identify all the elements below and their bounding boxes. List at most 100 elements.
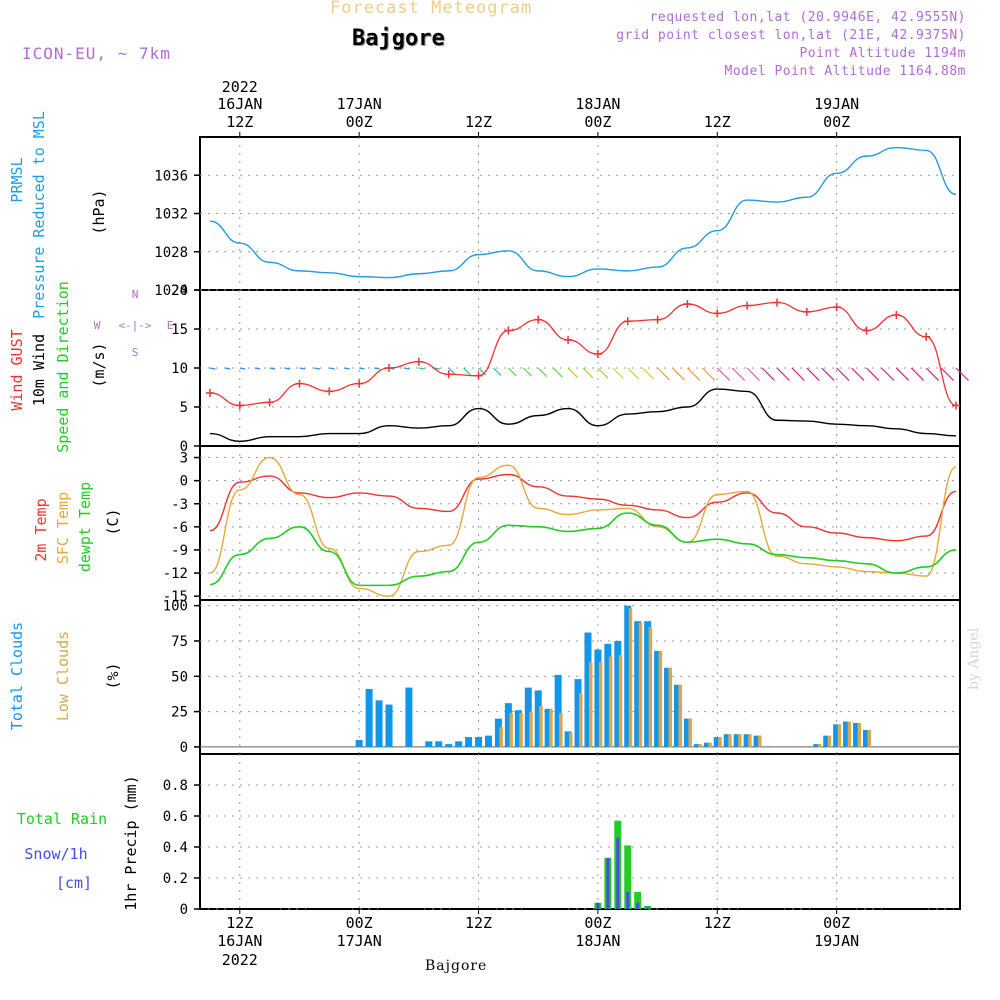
ylabel-wind-gust: Wind GUST [8,329,26,410]
time-label-top-date: 16JAN [217,95,262,113]
y-tick-label: 0.8 [163,778,188,794]
total-clouds-bar [465,737,473,747]
wind-gust-marker [444,370,453,379]
wind-direction-arrow [537,367,548,378]
low-clouds-bar [698,744,702,747]
ylabel-total-rain: Total Rain [17,810,107,828]
y-tick-label: 0 [180,902,188,918]
time-label-top-hour: 00Z [584,113,611,131]
wind-gust-marker [713,309,722,318]
y-tick-label: -3 [171,497,188,513]
wind-direction-arrow [522,367,533,377]
wind-gust-marker [952,401,961,410]
low-clouds-bar [588,662,593,747]
wind-gust-marker [414,357,423,366]
wind-direction-arrow [239,367,246,370]
y-tick-label: 75 [171,634,188,650]
low-clouds-bar [758,735,762,747]
wind-gust-marker [385,364,394,372]
temp-2m-line [209,473,957,542]
low-clouds-bar [817,744,822,747]
wind-direction-arrow [269,367,276,370]
ylabel-unit-ms: (m/s) [90,342,108,387]
ylabel-low-clouds: Low Clouds [54,631,72,721]
total-clouds-bar [654,650,662,747]
wind-gust-marker [623,317,632,326]
wind-gust-marker [743,301,752,310]
low-clouds-bar [539,705,543,747]
wind-gust-marker [564,335,573,344]
low-clouds-bar [857,722,862,747]
total-clouds-bar [862,729,870,747]
total-clouds-bar [534,690,542,747]
wind-gust-marker [593,349,602,358]
total-clouds-bar [554,674,562,747]
y-tick-label: -15 [163,589,188,605]
wind-gust-marker [504,326,513,335]
ylabel-unit-mm: 1hr Precip (mm) [122,775,140,910]
total-clouds-bar [524,687,532,747]
ylabel-speed-direction: Speed and Direction [54,281,72,453]
wind-gust-marker [474,371,483,380]
wind-direction-arrow [493,367,502,377]
low-clouds-bar [827,735,832,747]
snow-bar [596,902,600,909]
low-clouds-bar [668,667,673,747]
snow-bar [626,891,630,909]
time-label-top-date: 19JAN [814,95,859,113]
y-tick-label: 3 [180,451,188,467]
total-clouds-bar [365,689,373,747]
total-clouds-bar [484,735,492,747]
wind-direction-arrow [895,367,910,381]
low-clouds-bar [738,734,742,747]
ylabel-pressure: Pressure Reduced to MSL [30,111,48,319]
y-tick-label: 5 [180,400,188,416]
low-clouds-bar [648,626,653,747]
total-clouds-bar [544,708,552,747]
wind-direction-arrow [463,367,471,376]
ylabel-2m-temp: 2m Temp [32,498,50,561]
y-tick-label: 50 [171,669,188,685]
low-clouds-bar [509,713,513,747]
total-clouds-bar [813,744,821,747]
rain-bar [624,845,632,909]
ylabel-sfc-temp: SFC Temp [54,492,72,564]
snow-bar [636,902,640,909]
total-clouds-bar [644,621,652,747]
wind-direction-arrow [507,367,517,377]
total-clouds-bar [574,679,582,747]
wind-direction-arrow [552,367,563,378]
wind-direction-arrow [418,367,425,370]
wind-gust-marker [355,379,364,388]
low-clouds-bar [529,711,533,747]
y-tick-label: 1028 [154,245,188,261]
time-label-top-hour: 12Z [465,113,492,131]
total-clouds-bar [723,734,731,747]
wind-direction-arrow [836,367,850,381]
y-tick-label: 0 [180,474,188,490]
total-clouds-bar [564,731,572,747]
total-clouds-bar [634,621,642,747]
wind-gust-marker [295,379,304,388]
low-clouds-bar [618,655,623,747]
time-label-top-date: 18JAN [575,95,620,113]
y-tick-label: -9 [171,543,188,559]
time-label-bottom-hour: 12Z [465,914,492,932]
total-clouds-bar [683,718,691,747]
ylabel-snow: Snow/1h [24,845,87,863]
time-label-bottom-hour: 00Z [346,914,373,932]
total-clouds-bar [604,643,612,747]
snow-bar [606,857,610,909]
wind-direction-arrow [955,367,969,381]
wind-gust-marker [772,298,781,307]
wind-direction-arrow [373,367,380,370]
wind-direction-arrow [791,367,805,381]
low-clouds-bar [658,650,663,747]
low-clouds-bar [549,708,553,747]
compass-arrows: <-|-> [118,319,151,332]
total-clouds-bar [385,704,393,747]
total-clouds-bar [743,734,751,747]
compass-e: E [167,319,174,332]
total-clouds-bar [614,640,622,747]
total-clouds-bar [673,684,681,747]
